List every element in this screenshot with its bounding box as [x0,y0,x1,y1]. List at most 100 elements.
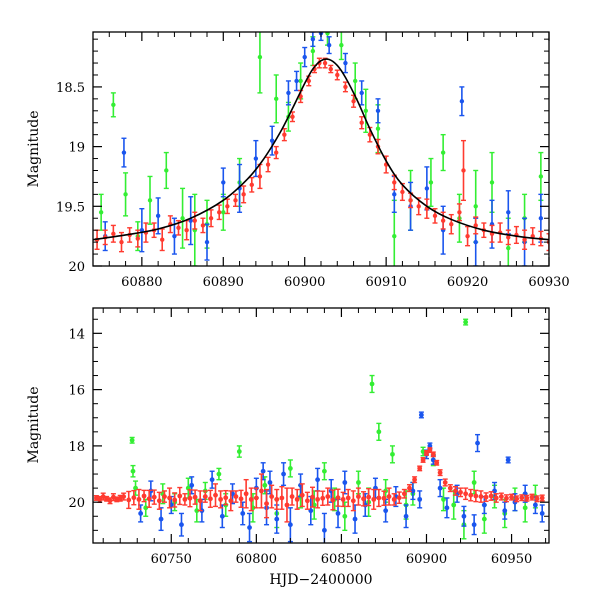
bottom-x-tick-label: 60750 [151,552,192,567]
top-green-point [257,54,263,60]
bottom-red-point [330,497,336,503]
bottom-red-point [223,495,229,501]
top-blue-point [473,239,478,245]
top-red-point [432,213,438,219]
bottom-panel-ticks: 60750 60800 60850 60900 60950 14 16 18 20 [68,308,549,567]
bottom-panel-data [93,318,545,543]
bottom-red-point [371,496,377,502]
top-green-point [363,108,368,113]
bottom-red-point [483,494,489,500]
top-x-tick-label: 60910 [365,275,406,290]
bottom-red-point [458,489,463,495]
bottom-series-red [93,447,545,523]
bottom-red-point [453,488,458,494]
bottom-red-point [361,496,366,502]
bottom-red-point [289,494,295,499]
top-red-point [119,239,124,245]
bottom-green-point [322,468,327,474]
bottom-red-point [340,496,346,502]
bottom-red-point [162,494,167,499]
top-green-point [298,78,303,84]
top-blue-point [424,186,430,191]
bottom-red-point [391,496,397,502]
bottom-red-point [156,498,162,504]
top-green-point [310,48,316,54]
bottom-red-point [473,493,479,499]
top-red-point [461,168,466,173]
top-y-axis-label: Magnitude [26,110,42,187]
top-y-tick-label: 19.5 [56,200,85,215]
top-green-point [473,204,478,209]
bottom-red-point [320,495,326,501]
top-blue-point [294,78,299,84]
bottom-blue-point [267,480,273,485]
top-x-tick-label: 60880 [121,275,162,290]
bottom-y-tick-label: 14 [68,327,85,342]
bottom-red-point [299,492,305,498]
top-green-point [538,174,544,179]
top-panel-ticks: 60880 60890 60900 60910 60920 60930 18.5 19 19.5… [56,32,570,290]
bottom-red-point [167,495,172,501]
bottom-green-point [287,466,293,471]
top-x-tick-label: 60920 [447,275,488,290]
bottom-red-point [447,485,453,491]
bottom-red-point [238,496,244,502]
top-red-point [135,236,140,241]
bottom-red-point [177,493,183,499]
top-blue-point [302,54,307,60]
top-red-point [217,210,222,215]
bottom-y-tick-label: 16 [68,384,85,399]
bottom-red-point [420,457,426,463]
bottom-red-point [427,447,433,453]
bottom-blue-point [403,513,409,519]
bottom-red-point [146,496,152,502]
bottom-red-point [208,496,213,502]
top-x-tick-label: 60900 [284,275,325,290]
bottom-blue-point [189,482,195,488]
bottom-red-point [310,494,315,500]
bottom-blue-point [274,516,280,522]
bottom-green-point [356,480,361,485]
top-blue-point [204,239,210,245]
top-blue-point [253,156,259,161]
bottom-blue-point [352,516,358,522]
bottom-red-point [376,495,382,501]
bottom-blue-point [492,488,497,494]
bottom-red-point [325,494,331,499]
bottom-red-point [294,496,300,502]
bottom-blue-point [539,511,545,516]
bottom-green-point [194,508,200,514]
top-red-point [465,233,470,239]
top-red-point [265,162,271,167]
top-blue-point [375,108,381,113]
top-red-point [282,132,287,137]
bottom-blue-point [240,511,246,516]
bottom-blue-point [315,477,320,483]
bottom-green-point [390,451,395,457]
bottom-blue-point [281,471,286,477]
top-red-point [351,99,356,104]
top-red-point [367,132,373,137]
bottom-red-point [509,494,514,500]
top-plot-area [93,32,549,266]
bottom-red-point [243,491,249,497]
bottom-red-point [524,495,530,501]
bottom-panel-frame [92,307,550,544]
bottom-blue-point [138,511,144,516]
bottom-green-point [342,513,348,519]
top-x-tick-label: 60890 [203,275,244,290]
bottom-blue-point [158,516,164,522]
top-panel: 60880 60890 60900 60910 60920 60930 18.5 19 19.5… [26,31,570,290]
bottom-red-point [430,451,436,457]
top-red-point [392,180,397,185]
top-green-point [392,233,397,239]
bottom-blue-point [418,412,424,418]
top-red-point [233,198,238,203]
top-red-point [241,192,246,197]
bottom-red-point [498,494,504,499]
top-red-point [290,114,295,119]
bottom-red-point [356,494,361,499]
bottom-red-point [350,498,356,504]
top-green-point [274,96,279,102]
bottom-blue-point [342,480,348,485]
